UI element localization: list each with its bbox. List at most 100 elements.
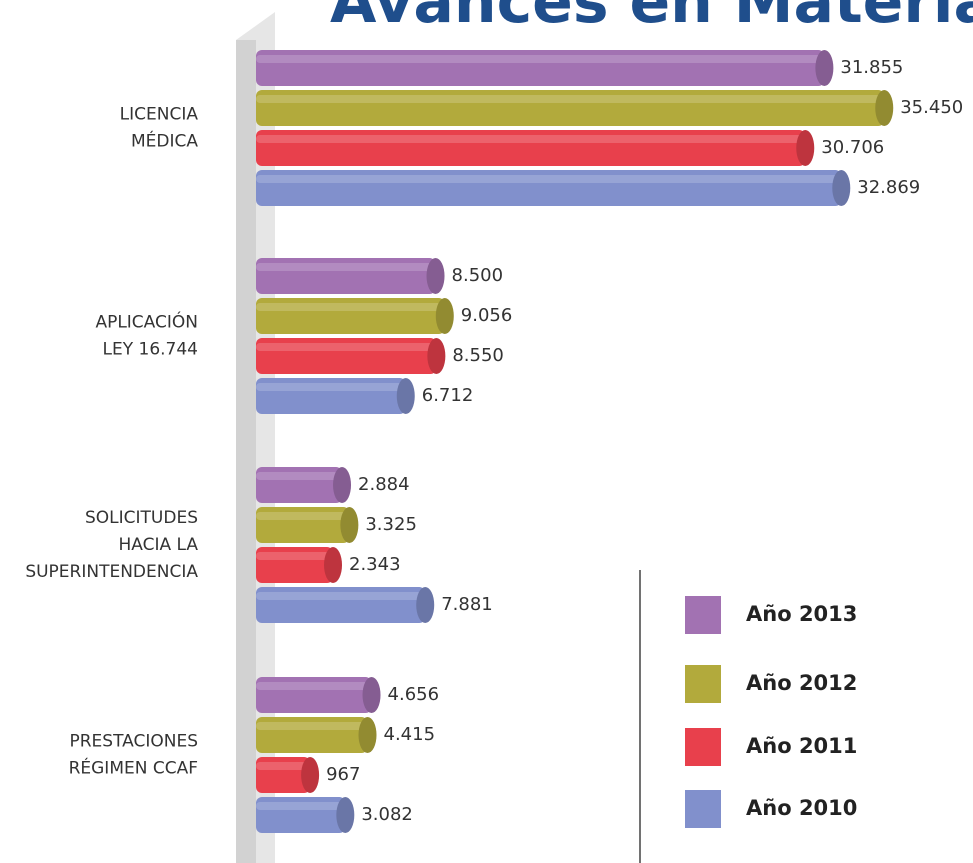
legend-swatch <box>685 728 721 766</box>
value-label: 32.869 <box>857 177 920 198</box>
bar <box>256 507 359 543</box>
bar-cap <box>324 547 343 583</box>
bar <box>256 467 352 503</box>
legend-label: Año 2010 <box>746 796 857 820</box>
bar <box>256 757 320 793</box>
bar-body <box>256 467 343 503</box>
bar-highlight <box>256 682 372 690</box>
legend-label: Año 2012 <box>746 671 857 695</box>
chart-title: Avances en Materia <box>330 0 973 37</box>
bar-highlight <box>256 802 346 810</box>
legend-swatch <box>685 596 721 634</box>
bar-cap <box>832 170 851 206</box>
value-label: 9.056 <box>461 305 513 326</box>
bar-cap <box>427 338 446 374</box>
category-label: APLICACIÓN <box>95 311 198 333</box>
bar-highlight <box>256 303 445 311</box>
bar <box>256 170 851 206</box>
bar <box>256 338 446 374</box>
bar-cap <box>336 797 355 833</box>
bar-highlight <box>256 135 806 143</box>
bar-cap <box>362 677 381 713</box>
value-label: 2.884 <box>358 474 410 495</box>
bar <box>256 547 343 583</box>
bar-body <box>256 587 426 623</box>
bar-body <box>256 258 436 294</box>
bar-highlight <box>256 722 368 730</box>
value-label: 6.712 <box>422 385 474 406</box>
value-label: 2.343 <box>349 554 401 575</box>
bar-cap <box>333 467 352 503</box>
bar <box>256 90 894 126</box>
value-label: 8.500 <box>452 265 504 286</box>
bar-body <box>256 757 311 793</box>
category-label: MÉDICA <box>131 130 198 152</box>
axis-panel <box>236 40 256 863</box>
bar-cap <box>435 298 454 334</box>
bar-body <box>256 677 372 713</box>
bar-body <box>256 797 346 833</box>
bar <box>256 130 815 166</box>
bar <box>256 258 445 294</box>
legend-label: Año 2011 <box>746 734 857 758</box>
legend-swatch <box>685 665 721 703</box>
value-label: 7.881 <box>441 594 493 615</box>
bar-highlight <box>256 95 885 103</box>
bar-body <box>256 338 437 374</box>
bar-highlight <box>256 343 437 351</box>
bar <box>256 717 377 753</box>
bar-highlight <box>256 472 343 480</box>
bar-highlight <box>256 762 311 770</box>
bar-highlight <box>256 592 426 600</box>
bar-body <box>256 717 368 753</box>
bar <box>256 378 415 414</box>
category-label: HACIA LA <box>118 535 198 555</box>
bar-body <box>256 378 406 414</box>
bar-cap <box>815 50 834 86</box>
bar-cap <box>426 258 445 294</box>
bar-body <box>256 90 885 126</box>
legend-swatch <box>685 790 721 828</box>
bar-highlight <box>256 552 334 560</box>
bar-highlight <box>256 263 436 271</box>
bar-highlight <box>256 55 825 63</box>
bar-body <box>256 50 825 86</box>
category-label: SUPERINTENDENCIA <box>25 562 198 582</box>
category-label: LEY 16.744 <box>103 340 198 360</box>
bar-body <box>256 170 842 206</box>
bar-body <box>256 298 445 334</box>
category-label: SOLICITUDES <box>85 508 198 528</box>
value-label: 30.706 <box>821 137 884 158</box>
value-label: 8.550 <box>452 345 504 366</box>
bar-body <box>256 507 350 543</box>
bar-highlight <box>256 175 842 183</box>
bar-cap <box>796 130 815 166</box>
bar-body <box>256 547 334 583</box>
bar <box>256 677 381 713</box>
bar <box>256 587 435 623</box>
bar-cap <box>340 507 359 543</box>
legend-label: Año 2013 <box>746 602 857 626</box>
value-label: 31.855 <box>840 57 903 78</box>
category-label: LICENCIA <box>120 105 199 125</box>
value-label: 35.450 <box>900 97 963 118</box>
bar-cap <box>301 757 320 793</box>
category-label: RÉGIMEN CCAF <box>69 757 198 779</box>
bar <box>256 797 355 833</box>
bar-body <box>256 130 806 166</box>
category-label: PRESTACIONES <box>69 732 198 752</box>
bar <box>256 50 834 86</box>
value-label: 3.325 <box>365 514 417 535</box>
bar-cap <box>396 378 415 414</box>
bar-highlight <box>256 383 406 391</box>
value-label: 4.415 <box>384 724 436 745</box>
bar <box>256 298 454 334</box>
value-label: 967 <box>326 764 360 785</box>
value-label: 3.082 <box>361 804 413 825</box>
value-label: 4.656 <box>388 684 440 705</box>
bar-highlight <box>256 512 350 520</box>
bar-cap <box>416 587 435 623</box>
bar-cap <box>358 717 377 753</box>
bar-cap <box>875 90 894 126</box>
